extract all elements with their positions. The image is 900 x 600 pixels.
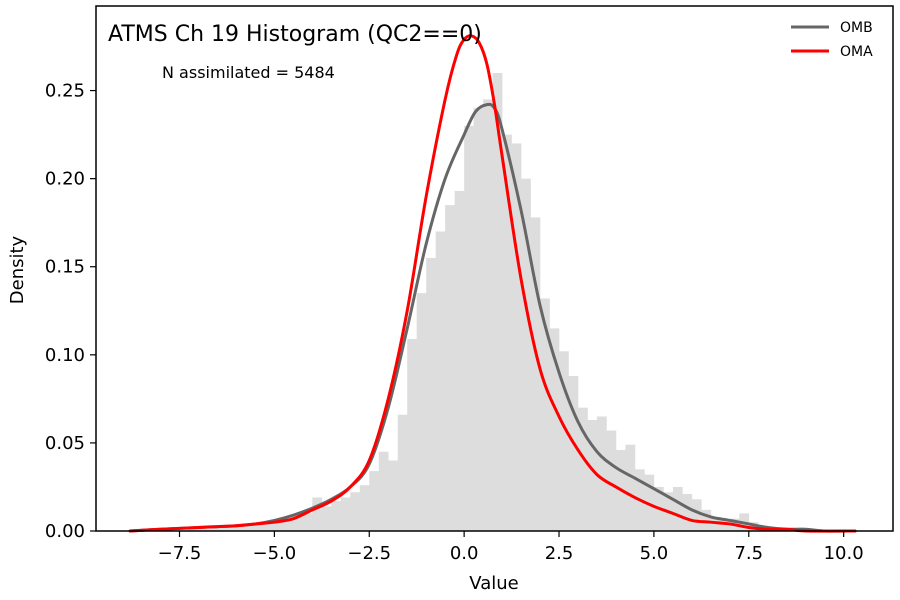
x-axis-label: Value: [469, 573, 518, 594]
histogram-bar: [274, 520, 285, 531]
y-tick-label: 0.15: [45, 257, 85, 278]
histogram-bar: [283, 518, 294, 531]
histogram-bar: [416, 293, 427, 531]
histogram-bar: [540, 298, 550, 531]
x-tick-label: 7.5: [734, 543, 763, 564]
histogram-bar: [596, 416, 607, 531]
histogram-bar: [397, 414, 408, 531]
histogram-bar: [245, 523, 256, 531]
histogram-bar: [198, 527, 209, 531]
histogram-bar: [321, 506, 332, 531]
histogram-bar: [264, 522, 275, 531]
histogram-bar: [672, 486, 683, 531]
histogram-bar: [521, 178, 531, 531]
histogram-bar: [255, 523, 266, 531]
histogram-bar: [483, 99, 493, 532]
histogram-bar: [720, 520, 731, 531]
x-tick-label: 2.5: [545, 543, 574, 564]
histogram-bar: [464, 125, 474, 532]
x-tick-label: 0.0: [450, 543, 479, 564]
histogram-bar: [473, 108, 484, 532]
histogram-bar: [530, 217, 541, 531]
series-line-omb: [128, 102, 857, 533]
histogram-bar: [492, 72, 503, 531]
x-tick-label: 5.0: [640, 543, 669, 564]
histogram-bar: [502, 134, 512, 532]
histogram-bar: [226, 525, 237, 531]
y-tick-label: 0.20: [45, 169, 85, 190]
y-tick-label: 0.00: [45, 521, 85, 542]
histogram-bar: [511, 143, 522, 532]
histogram-bar: [312, 497, 323, 531]
y-axis-ticks: 0.00 0.05 0.10 0.15 0.20 0.25: [45, 81, 96, 542]
histogram-bar: [682, 494, 693, 531]
histogram-bar: [426, 257, 436, 531]
histogram-bar: [454, 190, 465, 532]
histogram-bar: [568, 375, 579, 531]
histogram-bar: [302, 513, 313, 531]
density-curves: [128, 34, 857, 533]
legend: OMB OMA: [791, 20, 873, 60]
histogram-bar: [587, 420, 598, 531]
x-tick-label: −2.5: [347, 543, 391, 564]
series-line-oma: [128, 34, 857, 533]
histogram-bar: [369, 471, 380, 531]
y-tick-label: 0.10: [45, 345, 85, 366]
histogram-bar: [331, 501, 342, 531]
plot-frame: [95, 5, 894, 532]
histogram-bar: [207, 527, 218, 531]
histogram-bar: [691, 499, 702, 531]
y-axis-label: Density: [7, 235, 28, 304]
histogram-bar: [549, 328, 560, 531]
x-axis-ticks: −7.5 −5.0 −2.5 0.0 2.5 5.0 7.5 10.0: [158, 531, 864, 564]
histogram-bar: [407, 338, 417, 531]
x-tick-label: 10.0: [824, 543, 864, 564]
histogram-bar: [445, 205, 455, 531]
chart-title: ATMS Ch 19 Histogram (QC2==0): [108, 22, 482, 47]
histogram-bar: [188, 529, 199, 531]
histogram-bar: [236, 525, 247, 531]
histogram-bar: [435, 231, 446, 531]
histogram-bar: [217, 527, 228, 531]
histogram-bar: [559, 351, 569, 531]
y-tick-label: 0.25: [45, 81, 85, 102]
x-tick-label: −5.0: [253, 543, 297, 564]
legend-label-oma: OMA: [840, 44, 873, 60]
histogram-bar: [293, 516, 304, 531]
histogram-bar: [578, 407, 588, 531]
histogram-bar: [340, 497, 351, 531]
histogram-bar: [625, 444, 636, 531]
histogram-bars: [151, 72, 797, 532]
histogram-bar: [170, 529, 180, 531]
legend-label-omb: OMB: [840, 20, 873, 36]
histogram-bar: [378, 451, 389, 531]
histogram-bar: [350, 492, 361, 531]
histogram-bar: [388, 460, 399, 531]
histogram-bar: [606, 430, 617, 531]
histogram-bar: [359, 485, 370, 531]
x-tick-label: −7.5: [158, 543, 202, 564]
n-assimilated-annotation: N assimilated = 5484: [162, 63, 335, 82]
y-tick-label: 0.05: [45, 433, 85, 454]
